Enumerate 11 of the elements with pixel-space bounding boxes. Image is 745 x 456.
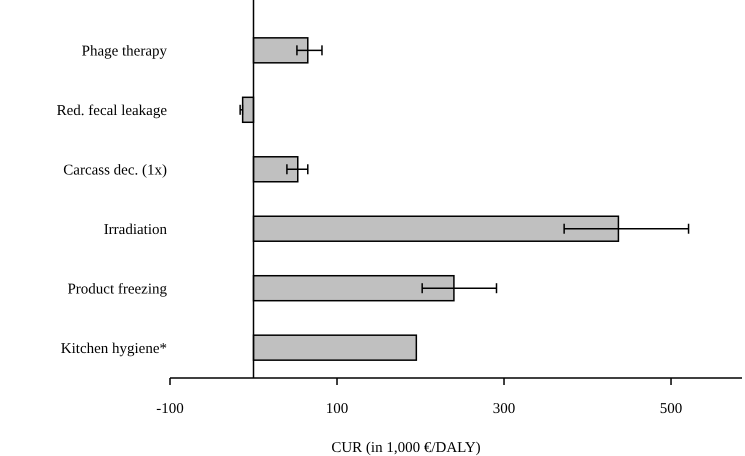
y-tick-label: Carcass dec. (1x) [63, 162, 167, 179]
x-tick-label: 100 [326, 401, 348, 417]
y-tick-label: Red. fecal leakage [56, 103, 168, 120]
y-tick-label: Phage therapy [82, 44, 168, 60]
y-tick-label: Irradiation [104, 222, 168, 238]
x-tick-label: -100 [156, 401, 184, 417]
x-axis-title: CUR (in 1,000 €/DALY) [331, 440, 481, 456]
x-tick-label: 300 [492, 401, 516, 417]
y-tick-label: Kitchen hygiene* [60, 340, 167, 357]
y-tick-label: Product freezing [67, 281, 168, 298]
x-tick-label: 500 [660, 401, 682, 417]
